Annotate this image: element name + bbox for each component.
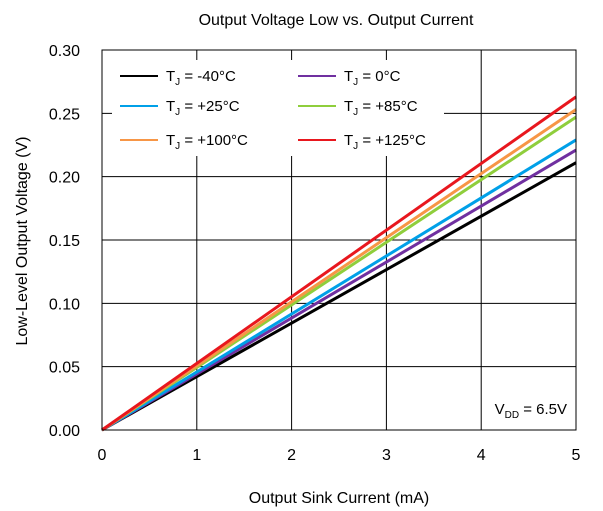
legend-label: TJ = +125°C [344,132,426,152]
plot-frame [101,49,577,431]
x-tick-label: 3 [382,447,391,464]
y-axis-label: Low-Level Output Voltage (V) [14,136,31,345]
x-tick-label: 2 [287,447,296,464]
legend-label: TJ = 0°C [344,68,401,88]
y-tick-label: 0.10 [49,296,80,313]
y-tick-label: 0.05 [49,360,80,377]
legend-label: TJ = +100°C [166,132,248,152]
y-tick-label: 0.20 [49,170,80,187]
x-axis-label: Output Sink Current (mA) [249,490,430,507]
series-lines [101,95,577,432]
x-tick-label: 5 [572,447,581,464]
legend-background [112,60,444,156]
legend-label: TJ = +25°C [166,98,240,118]
y-tick-label: 0.15 [49,233,80,250]
series-line [101,95,577,432]
x-tick-label: 4 [477,447,486,464]
series-line [101,161,577,432]
x-tick-label: 1 [192,447,201,464]
series-line [101,108,577,432]
y-tick-label: 0.25 [49,106,80,123]
legend: TJ = -40°C TJ = 0°C TJ = +25°C TJ = +85°C TJ… [112,60,444,156]
tick-labels: 0 1 2 3 4 5 0.00 0.05 0.10 0.15 0.20 0.25 0.30 [49,43,581,464]
y-tick-label: 0.00 [49,423,80,440]
legend-label: TJ = +85°C [344,98,418,118]
chart-title: Output Voltage Low vs. Output Current [199,12,474,29]
series-line [101,138,577,432]
vdd-annotation: VDD = 6.5V [495,401,567,421]
x-tick-label: 0 [98,447,107,464]
legend-label: TJ = -40°C [166,68,236,88]
y-tick-label: 0.30 [49,43,80,60]
